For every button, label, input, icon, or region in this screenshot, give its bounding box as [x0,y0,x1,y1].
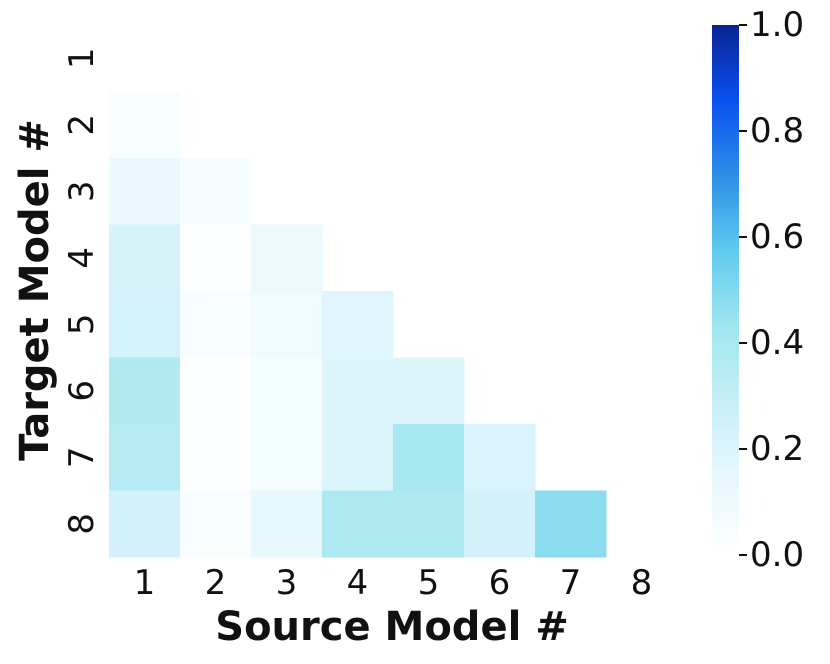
heatmap-cell-t7-s2 [180,424,252,491]
colorbar-tick-label-0.2: 0.2 [750,429,804,469]
x-tick-label-3: 3 [276,563,298,603]
colorbar-gradient [712,25,739,555]
y-tick-label-8: 8 [62,513,102,535]
x-tick-labels: 1 2 3 4 5 6 7 8 [134,563,653,603]
heatmap-cell-t4-s2 [180,224,252,292]
heatmap-cell-t7-s4 [322,424,394,491]
heatmap-cell-t8-s3 [251,490,323,558]
y-tick-label-1: 1 [62,47,102,69]
colorbar-tick-label-0.6: 0.6 [750,217,804,257]
heatmap-cell-t8-s6 [464,490,536,558]
y-tick-label-4: 4 [62,247,102,269]
heatmap-cell-t8-s5 [393,490,465,558]
colorbar-tick-label-0.8: 0.8 [750,111,804,151]
heatmap-cell-t4-s3 [251,224,323,292]
y-axis-title: Target Model # [12,119,58,461]
y-tick-labels: 1 2 3 4 5 6 7 8 [62,47,102,534]
y-tick-label-6: 6 [62,380,102,402]
y-tick-label-7: 7 [62,446,102,468]
heatmap-cell-t8-s2 [180,490,252,558]
x-tick-label-5: 5 [418,563,440,603]
heatmap-cell-t3-s2 [180,158,252,225]
x-tick-label-6: 6 [489,563,511,603]
heatmap-cell-t8-s4 [322,490,394,558]
heatmap-cell-t6-s2 [180,357,252,425]
colorbar-tick-label-0.4: 0.4 [750,323,804,363]
heatmap-cell-t2-s1 [109,91,181,159]
x-tick-label-1: 1 [134,563,156,603]
heatmap-cell-t7-s5 [393,424,465,491]
heatmap-cell-t7-s6 [464,424,536,491]
y-tick-label-5: 5 [62,313,102,335]
heatmap-cell-t6-s1 [109,357,181,425]
heatmap-cell-t5-s2 [180,291,252,358]
heatmap-cell-t5-s1 [109,291,181,358]
heatmap-cell-t8-s7 [535,490,607,558]
x-tick-label-8: 8 [631,563,653,603]
y-tick-label-2: 2 [62,114,102,136]
x-axis-title: Source Model # [215,604,568,650]
heatmap-cells [109,91,607,558]
colorbar-tick-label-0.0: 0.0 [750,535,804,575]
colorbar-tick-label-1.0: 1.0 [750,5,804,45]
heatmap-cell-t7-s1 [109,424,181,491]
y-tick-label-3: 3 [62,180,102,202]
x-tick-label-4: 4 [347,563,369,603]
heatmap-cell-t6-s3 [251,357,323,425]
heatmap-cell-t3-s1 [109,158,181,225]
heatmap-cell-t8-s1 [109,490,181,558]
heatmap-cell-t5-s3 [251,291,323,358]
x-tick-label-2: 2 [205,563,227,603]
heatmap-cell-t7-s3 [251,424,323,491]
colorbar: 0.0 0.2 0.4 0.6 0.8 1.0 [712,5,804,575]
heatmap-cell-t5-s4 [322,291,394,358]
heatmap-cell-t6-s4 [322,357,394,425]
x-tick-label-7: 7 [560,563,582,603]
heatmap-cell-t4-s1 [109,224,181,292]
heatmap-cell-t6-s5 [393,357,465,425]
